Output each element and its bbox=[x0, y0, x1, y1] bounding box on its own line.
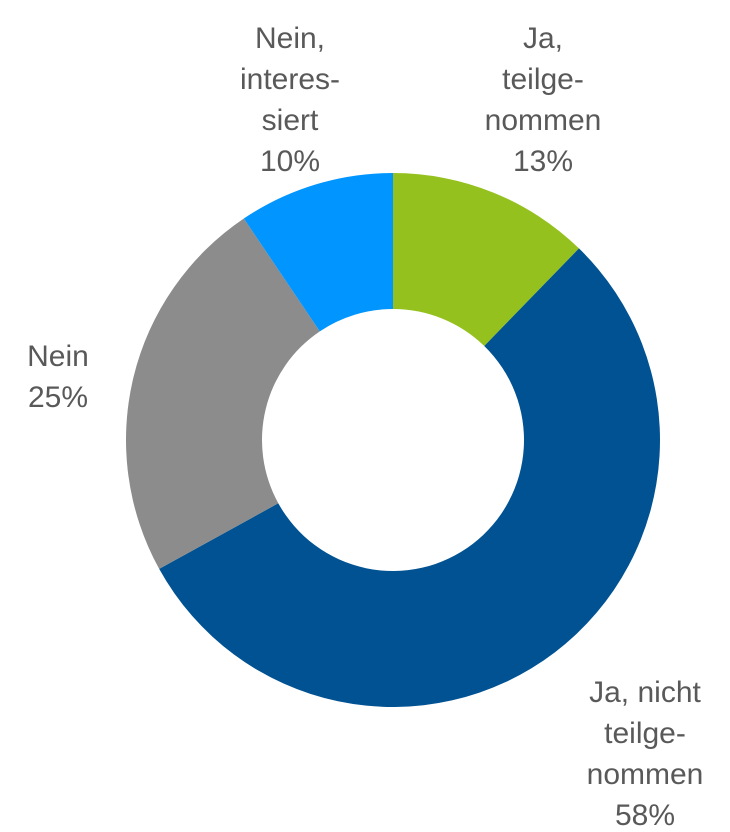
donut-slice bbox=[243, 173, 393, 332]
donut-slice bbox=[393, 173, 579, 347]
value-label: 25% bbox=[28, 381, 88, 414]
label-line: teilge- bbox=[502, 63, 584, 96]
category-label: Nein, interes-siert bbox=[240, 22, 340, 137]
label-line: nommen bbox=[587, 758, 704, 791]
label-line: Ja, bbox=[523, 22, 563, 55]
label-line: Nein bbox=[27, 340, 89, 373]
category-label: Ja, nicht teilge-nommen bbox=[587, 676, 704, 791]
value-label: 10% bbox=[260, 145, 320, 178]
category-label: Nein bbox=[27, 340, 89, 373]
donut-slice bbox=[159, 248, 660, 708]
label-line: Nein, bbox=[255, 22, 325, 55]
label-line: Ja, nicht bbox=[589, 676, 701, 709]
donut-slice bbox=[126, 218, 320, 569]
label-line: siert bbox=[262, 104, 319, 137]
label-line: interes- bbox=[240, 63, 340, 96]
category-label: Ja, teilge-nommen bbox=[485, 22, 602, 137]
value-label: 58% bbox=[615, 799, 675, 832]
label-line: teilge- bbox=[604, 717, 686, 750]
label-line: nommen bbox=[485, 104, 602, 137]
value-label: 13% bbox=[513, 145, 573, 178]
